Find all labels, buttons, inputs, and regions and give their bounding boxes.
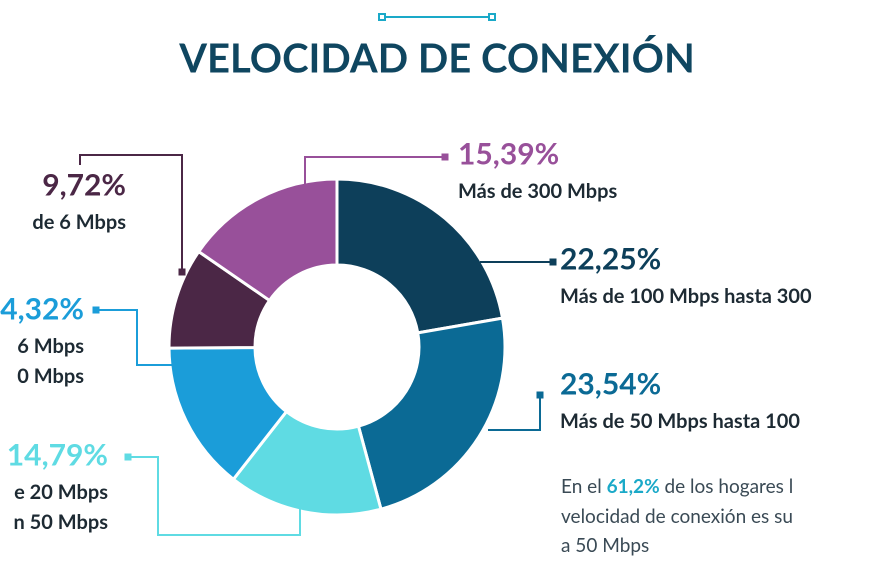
title-ornament: [378, 13, 496, 21]
value-label: 15,39%: [458, 136, 559, 172]
leader-dot: [536, 391, 544, 399]
note-text: a 50 Mbps: [561, 534, 649, 557]
leader-line: [79, 154, 183, 272]
value-label: 23,54%: [560, 366, 661, 402]
category-label: de 6 Mbps: [32, 210, 126, 234]
value-label: 14,79%: [7, 437, 108, 473]
leader-dot: [549, 258, 557, 266]
donut-segment: [335, 177, 505, 335]
category-label: Más de 100 Mbps hasta 300: [560, 284, 812, 308]
leader-dot: [178, 268, 186, 276]
category-label: n 50 Mbps: [14, 510, 109, 534]
donut-segment: [196, 177, 339, 303]
leader-line: [96, 309, 176, 366]
note-text: En el: [561, 475, 607, 498]
leader-line: [488, 395, 541, 431]
donut-segment: [356, 316, 507, 511]
category-label: 0 Mbps: [17, 364, 84, 388]
category-label: 6 Mbps: [17, 334, 84, 358]
value-label: 4,32%: [0, 291, 84, 327]
leader-dot: [92, 306, 100, 314]
note-text: de los hogares l: [660, 475, 794, 498]
chart-title: VELOCIDAD DE CONEXIÓN: [178, 33, 695, 81]
note-text: velocidad de conexión es su: [561, 505, 793, 528]
leader-dot: [441, 153, 449, 161]
leader-line: [304, 156, 445, 186]
note: En el 61,2% de los hogares l: [561, 475, 793, 498]
category-label: Más de 300 Mbps: [458, 179, 617, 203]
category-label: Más de 50 Mbps hasta 100: [560, 409, 800, 433]
value-label: 9,72%: [42, 167, 126, 203]
category-label: e 20 Mbps: [14, 480, 108, 504]
note-highlight: 61,2%: [607, 475, 660, 498]
value-label: 22,25%: [560, 241, 661, 277]
leader-line: [128, 456, 301, 536]
leader-dot: [124, 453, 132, 461]
